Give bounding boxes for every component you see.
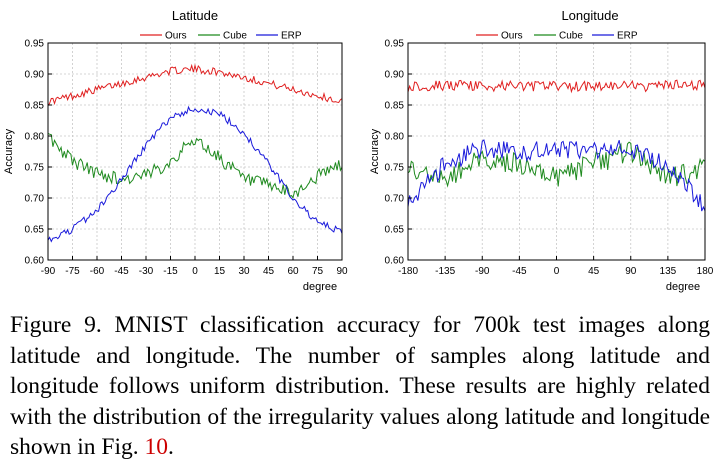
x-tick-label: 15 [214, 266, 226, 277]
series-line-erp [407, 139, 706, 212]
x-tick-label: 30 [238, 266, 250, 277]
y-tick-label: 0.80 [385, 132, 405, 143]
x-tick-label: 45 [588, 266, 600, 277]
x-tick-label: -75 [65, 266, 80, 277]
y-tick-label: 0.95 [385, 39, 405, 50]
y-tick-label: 0.60 [25, 256, 45, 267]
y-tick-label: 0.70 [25, 194, 45, 205]
grid [47, 42, 343, 261]
chart-title: Latitude [172, 8, 218, 23]
y-tick-label: 0.60 [385, 256, 405, 267]
y-tick-label: 0.80 [25, 132, 45, 143]
caption-tail: . [168, 434, 174, 460]
figure-caption: Figure 9. MNIST classification accuracy … [10, 310, 710, 463]
legend-label-cube: Cube [223, 31, 247, 42]
series-line-ours [47, 63, 343, 106]
figure-reference-link[interactable]: 10 [144, 434, 169, 460]
y-tick-label: 0.90 [385, 70, 405, 81]
y-tick-label: 0.75 [25, 163, 45, 174]
x-tick-label: -60 [90, 266, 105, 277]
x-tick-label: -180 [398, 266, 418, 277]
x-tick-label: 0 [554, 266, 560, 277]
y-tick-label: 0.75 [385, 163, 405, 174]
x-tick-label: 135 [660, 266, 677, 277]
y-tick-label: 0.95 [25, 39, 45, 50]
chart-title: Longitude [561, 8, 618, 23]
x-axis-label: degree [666, 281, 700, 293]
x-tick-label: -90 [41, 266, 56, 277]
y-axis-label: Accuracy [369, 128, 381, 174]
caption-text: Figure 9. MNIST classification accuracy … [10, 312, 710, 460]
y-tick-label: 0.65 [385, 225, 405, 236]
figure-9: Latitude -90 -75 -60 -45 -30 -15 0 15 30 45 60 75 90 0… [3, 8, 714, 293]
y-axis-label: Accuracy [3, 128, 15, 174]
x-tick-label: -15 [163, 266, 178, 277]
x-tick-label: 60 [287, 266, 299, 277]
x-tick-label: -45 [114, 266, 129, 277]
legend-label-erp: ERP [281, 31, 302, 42]
x-tick-label: -45 [512, 266, 527, 277]
series-line-ours [407, 79, 706, 94]
y-tick-label: 0.90 [25, 70, 45, 81]
x-tick-label: -135 [435, 266, 455, 277]
x-tick-label: 45 [263, 266, 275, 277]
legend-label-ours: Ours [501, 31, 523, 42]
y-tick-label: 0.85 [385, 101, 405, 112]
longitude-chart: Longitude -180 -135 -90 -45 0 45 90 135 180 0.60 0.… [369, 8, 714, 293]
x-tick-label: 0 [192, 266, 198, 277]
x-axis-label: degree [303, 281, 337, 293]
y-tick-label: 0.85 [25, 101, 45, 112]
x-tick-label: 90 [625, 266, 637, 277]
x-tick-label: 75 [312, 266, 324, 277]
x-tick-label: -30 [139, 266, 154, 277]
x-tick-label: 90 [336, 266, 348, 277]
legend-label-cube: Cube [559, 31, 583, 42]
series-line-cube [47, 132, 343, 199]
latitude-chart: Latitude -90 -75 -60 -45 -30 -15 0 15 30 45 60 75 90 0… [3, 8, 348, 293]
y-tick-label: 0.70 [385, 194, 405, 205]
x-tick-label: -90 [475, 266, 490, 277]
legend-label-erp: ERP [617, 31, 638, 42]
series-line-erp [47, 105, 343, 243]
y-tick-label: 0.65 [25, 225, 45, 236]
legend-label-ours: Ours [165, 31, 187, 42]
x-tick-label: 180 [697, 266, 714, 277]
